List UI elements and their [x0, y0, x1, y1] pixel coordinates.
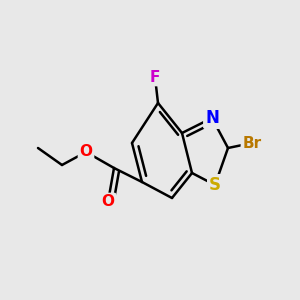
Text: Br: Br — [242, 136, 262, 151]
Text: N: N — [205, 109, 219, 127]
Text: F: F — [150, 70, 160, 85]
Text: S: S — [209, 176, 221, 194]
Text: O: O — [101, 194, 115, 209]
Text: O: O — [80, 145, 92, 160]
